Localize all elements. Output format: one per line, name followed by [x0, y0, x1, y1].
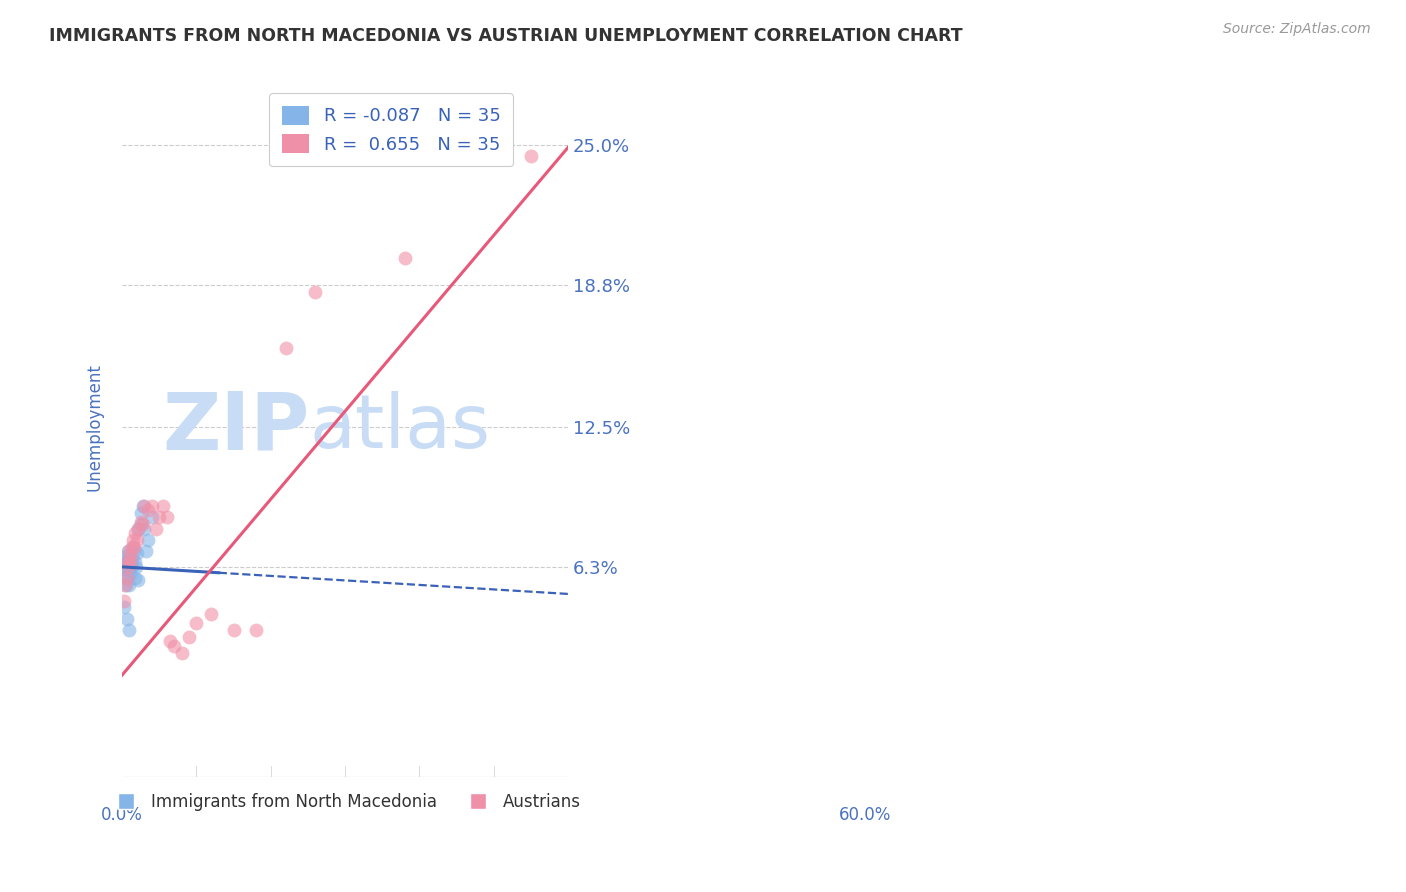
Point: [136, 533, 159, 547]
Point: [186, 616, 208, 631]
Point: [115, 571, 138, 585]
Y-axis label: Unemployment: Unemployment: [86, 363, 103, 491]
Point: [245, 623, 267, 637]
Point: [112, 600, 135, 615]
Point: [159, 634, 181, 648]
Point: [148, 510, 170, 524]
Point: [304, 285, 326, 299]
Point: [122, 540, 145, 554]
Point: [120, 555, 142, 569]
Point: [122, 540, 145, 554]
Point: [145, 522, 167, 536]
Text: IMMIGRANTS FROM NORTH MACEDONIA VS AUSTRIAN UNEMPLOYMENT CORRELATION CHART: IMMIGRANTS FROM NORTH MACEDONIA VS AUSTR…: [49, 27, 963, 45]
Legend: Immigrants from North Macedonia, Austrians: Immigrants from North Macedonia, Austria…: [103, 786, 588, 817]
Point: [134, 522, 156, 536]
Point: [114, 578, 136, 592]
Point: [124, 571, 146, 585]
Point: [124, 555, 146, 569]
Point: [122, 544, 145, 558]
Text: 0.0%: 0.0%: [101, 806, 143, 824]
Text: 60.0%: 60.0%: [839, 806, 891, 824]
Text: ZIP: ZIP: [162, 388, 309, 466]
Point: [132, 516, 155, 531]
Point: [170, 646, 193, 660]
Point: [125, 560, 148, 574]
Point: [274, 341, 297, 355]
Point: [177, 630, 200, 644]
Point: [114, 549, 136, 563]
Point: [117, 544, 139, 558]
Point: [127, 574, 149, 588]
Point: [135, 544, 157, 558]
Point: [127, 522, 149, 536]
Text: atlas: atlas: [309, 391, 491, 464]
Point: [115, 566, 138, 581]
Point: [125, 546, 148, 560]
Point: [200, 607, 222, 622]
Point: [118, 623, 141, 637]
Point: [121, 560, 143, 574]
Point: [115, 612, 138, 626]
Point: [152, 499, 174, 513]
Point: [129, 506, 152, 520]
Point: [120, 558, 142, 572]
Point: [112, 560, 135, 574]
Point: [121, 550, 143, 565]
Point: [115, 571, 138, 585]
Text: Source: ZipAtlas.com: Source: ZipAtlas.com: [1223, 22, 1371, 37]
Point: [118, 560, 141, 574]
Point: [114, 578, 136, 592]
Point: [117, 555, 139, 569]
Point: [141, 499, 163, 513]
Point: [120, 549, 142, 563]
Point: [222, 623, 245, 637]
Point: [136, 503, 159, 517]
Point: [125, 533, 148, 547]
Point: [132, 499, 155, 513]
Point: [118, 544, 141, 558]
Point: [112, 593, 135, 607]
Point: [129, 516, 152, 531]
Point: [117, 560, 139, 574]
Point: [156, 510, 179, 524]
Point: [394, 251, 416, 265]
Point: [118, 549, 141, 563]
Point: [124, 526, 146, 541]
Point: [520, 149, 543, 163]
Point: [112, 555, 135, 569]
Point: [129, 515, 152, 529]
Point: [117, 562, 139, 576]
Point: [141, 510, 163, 524]
Point: [121, 540, 143, 554]
Point: [114, 562, 136, 576]
Point: [122, 533, 145, 547]
Point: [118, 578, 141, 592]
Point: [117, 555, 139, 569]
Point: [163, 639, 186, 653]
Point: [134, 499, 156, 513]
Point: [120, 566, 142, 581]
Point: [127, 522, 149, 536]
